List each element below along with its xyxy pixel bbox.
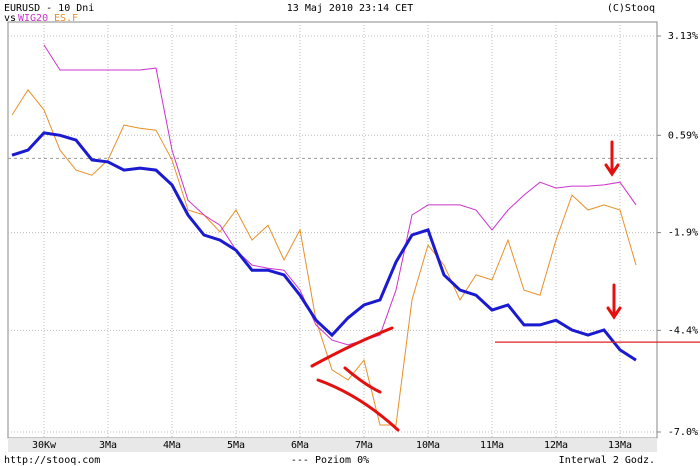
plot-frame: [7, 21, 658, 439]
legend-entry: ES.F: [54, 13, 78, 24]
x-tick-label: 30Kw: [32, 440, 57, 451]
interval-note: Interwal 2 Godz.: [559, 455, 655, 466]
x-tick-label: 11Ma: [480, 440, 504, 451]
y-tick-label: -7.0%: [668, 427, 698, 438]
arrow: [604, 140, 620, 177]
x-tick-label: 7Ma: [355, 440, 373, 451]
footer-url: http://stooq.com: [4, 455, 100, 466]
x-tick-label: 12Ma: [544, 440, 568, 451]
x-tick-label: 5Ma: [227, 440, 245, 451]
x-tick-label: 3Ma: [99, 440, 117, 451]
chart-subtitle: vs: [4, 13, 16, 24]
chart-source: (C)Stooq: [607, 3, 655, 14]
zero-line-note: --- Poziom 0%: [291, 455, 369, 466]
x-tick-label: 10Ma: [416, 440, 440, 451]
legend-entry: WIG20: [18, 13, 48, 24]
x-axis-band: [8, 438, 657, 452]
scribble: [310, 326, 394, 368]
scribble: [343, 366, 382, 394]
y-tick-label: -1.9%: [668, 228, 698, 239]
plot: 3.13% 0.59% -1.9% -4.4% -7.0% 30Kw 3Ma 4Ma 5Ma 6M…: [8, 22, 700, 451]
series-line: [11, 89, 637, 426]
arrow: [606, 283, 622, 320]
y-tick-label: 3.13%: [668, 31, 698, 42]
x-tick-label: 13Ma: [608, 440, 632, 451]
y-tick-label: 0.59%: [668, 130, 698, 141]
series-line: [43, 44, 637, 346]
chart-date: 13 Maj 2010 23:14 CET: [287, 3, 413, 14]
scribble: [316, 378, 400, 432]
legend: WIG20 ES.F: [18, 13, 78, 24]
chart-title: EURUSD - 10 Dni: [4, 3, 94, 14]
x-tick-label: 4Ma: [163, 440, 181, 451]
hand-annotations: [310, 140, 622, 432]
x-tick-label: 6Ma: [291, 440, 309, 451]
series-line: [11, 131, 637, 362]
y-tick-label: -4.4%: [668, 325, 698, 336]
